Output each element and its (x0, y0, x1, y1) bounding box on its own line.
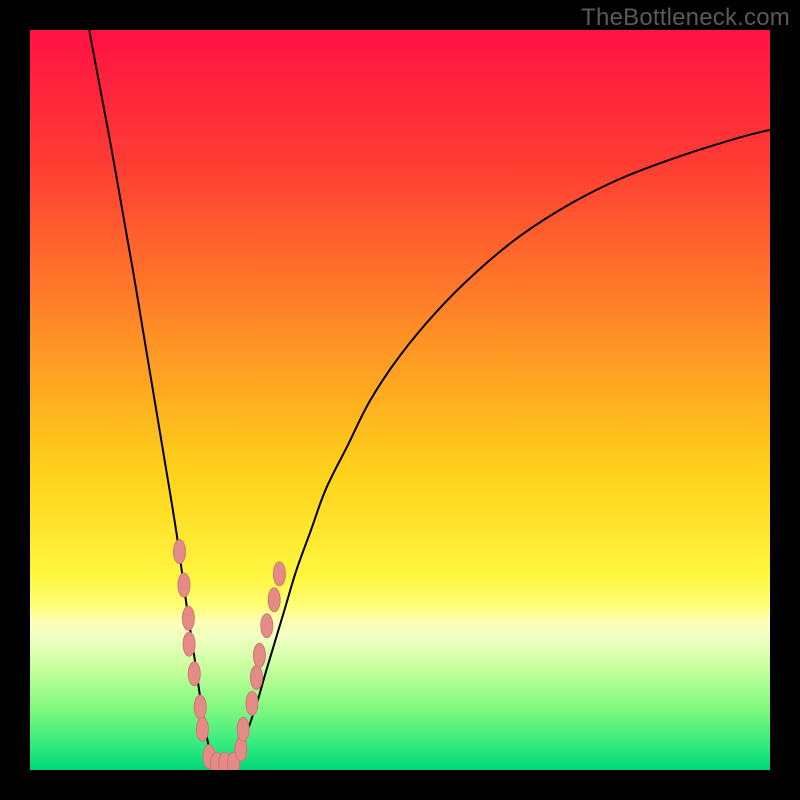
chart-frame: TheBottleneck.com (0, 0, 800, 800)
bottleneck-chart-svg (30, 30, 770, 770)
watermark-text: TheBottleneck.com (581, 4, 790, 32)
scatter-marker (182, 606, 194, 630)
scatter-marker (178, 573, 190, 597)
plot-area (30, 30, 770, 770)
scatter-marker (246, 691, 258, 715)
scatter-marker (253, 643, 265, 667)
scatter-marker (261, 614, 273, 638)
scatter-marker (188, 662, 200, 686)
scatter-marker (268, 588, 280, 612)
gradient-background (30, 30, 770, 770)
scatter-marker (237, 717, 249, 741)
scatter-marker (183, 632, 195, 656)
scatter-marker (250, 666, 262, 690)
scatter-marker (194, 695, 206, 719)
scatter-marker (196, 717, 208, 741)
scatter-marker (173, 540, 185, 564)
scatter-marker (273, 562, 285, 586)
